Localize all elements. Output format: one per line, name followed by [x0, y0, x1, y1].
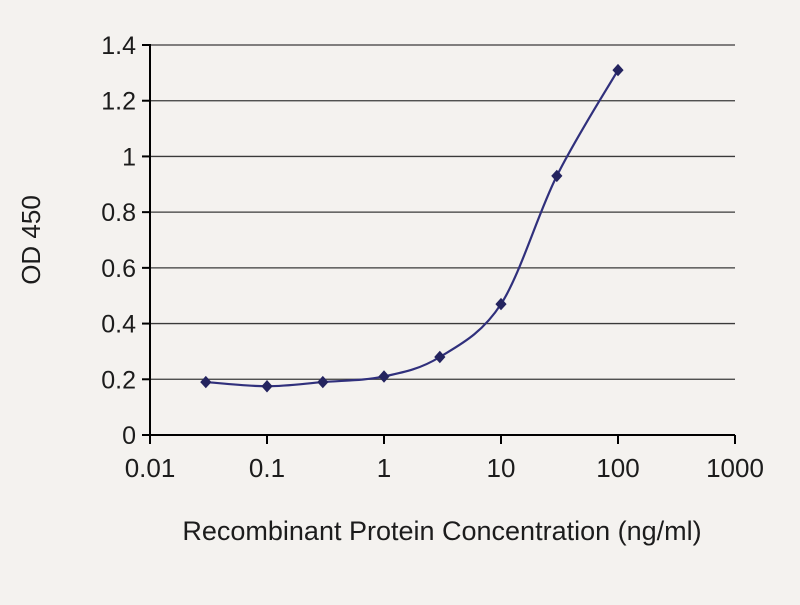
- y-tick-label: 1.2: [101, 88, 136, 116]
- data-point-marker: [261, 380, 273, 393]
- y-tick-label: 1: [122, 143, 136, 171]
- x-axis-title: Recombinant Protein Concentration (ng/ml…: [182, 516, 701, 546]
- x-tick-label: 10: [487, 453, 516, 483]
- y-axis-title: OD 450: [16, 195, 46, 285]
- data-point-marker: [612, 63, 624, 77]
- y-tick-label: 0.4: [101, 311, 136, 339]
- y-tick-label: 0.6: [101, 255, 136, 283]
- x-tick-label: 1: [377, 453, 391, 483]
- data-point-marker: [434, 350, 446, 364]
- x-tick-label: 1000: [706, 453, 764, 483]
- y-tick-label: 1.4: [101, 32, 136, 60]
- data-point-marker: [551, 169, 563, 183]
- data-point-marker: [317, 375, 329, 389]
- data-point-marker: [495, 297, 507, 311]
- series-line: [205, 69, 619, 388]
- y-tick-label: 0: [122, 422, 136, 450]
- y-tick-label: 0.8: [101, 199, 136, 227]
- data-point-marker: [200, 375, 212, 389]
- y-tick-label: 0.2: [101, 366, 136, 394]
- x-tick-label: 0.1: [249, 453, 285, 483]
- x-tick-label: 0.01: [125, 453, 176, 483]
- chart-plot-area: 0 0.2 0.4 0.6 0.8 1 1.2 1.4 0.01 0.1 1 10 100 1000: [101, 32, 764, 483]
- x-tick-label: 100: [596, 453, 639, 483]
- data-point-marker: [378, 370, 390, 383]
